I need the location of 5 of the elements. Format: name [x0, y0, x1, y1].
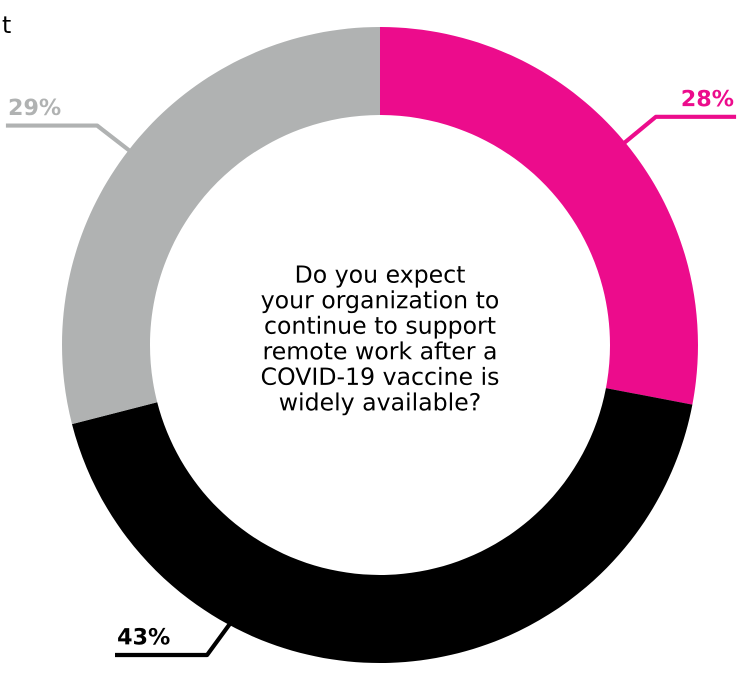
data-label: 29% [10, 98, 60, 116]
text: Do you expect your organization to continue to support remote work after a COVID-19 vaccine is widely available? [261, 265, 498, 416]
data-label: 28% [682, 90, 734, 106]
text: t [2, 16, 11, 33]
data-label: 43% [118, 628, 170, 645]
